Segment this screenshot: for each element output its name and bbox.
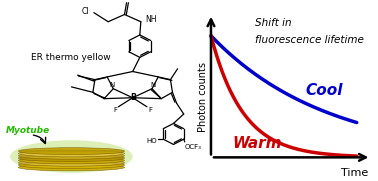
Text: Warm: Warm	[233, 136, 282, 151]
Text: Time: Time	[341, 168, 369, 178]
Ellipse shape	[19, 157, 124, 164]
Ellipse shape	[10, 140, 133, 173]
Ellipse shape	[19, 150, 124, 157]
Text: N: N	[150, 82, 156, 88]
Text: N: N	[110, 82, 115, 88]
Text: Cool: Cool	[306, 83, 344, 98]
Text: ER thermo yellow: ER thermo yellow	[31, 53, 110, 62]
Text: Shift in: Shift in	[255, 18, 291, 28]
Ellipse shape	[19, 148, 124, 155]
Ellipse shape	[19, 162, 124, 169]
Text: B: B	[130, 93, 136, 102]
Text: HO: HO	[147, 138, 157, 144]
Text: F: F	[148, 106, 152, 113]
Text: Myotube: Myotube	[6, 126, 50, 135]
Text: OCF₃: OCF₃	[185, 144, 201, 150]
Ellipse shape	[19, 164, 124, 171]
Ellipse shape	[19, 152, 124, 159]
Text: fluorescence lifetime: fluorescence lifetime	[255, 35, 364, 45]
Text: Photon counts: Photon counts	[198, 62, 208, 132]
Text: NH: NH	[145, 15, 156, 24]
Text: F: F	[113, 106, 117, 113]
Text: Cl: Cl	[82, 7, 90, 16]
Ellipse shape	[19, 155, 124, 162]
Ellipse shape	[19, 159, 124, 166]
